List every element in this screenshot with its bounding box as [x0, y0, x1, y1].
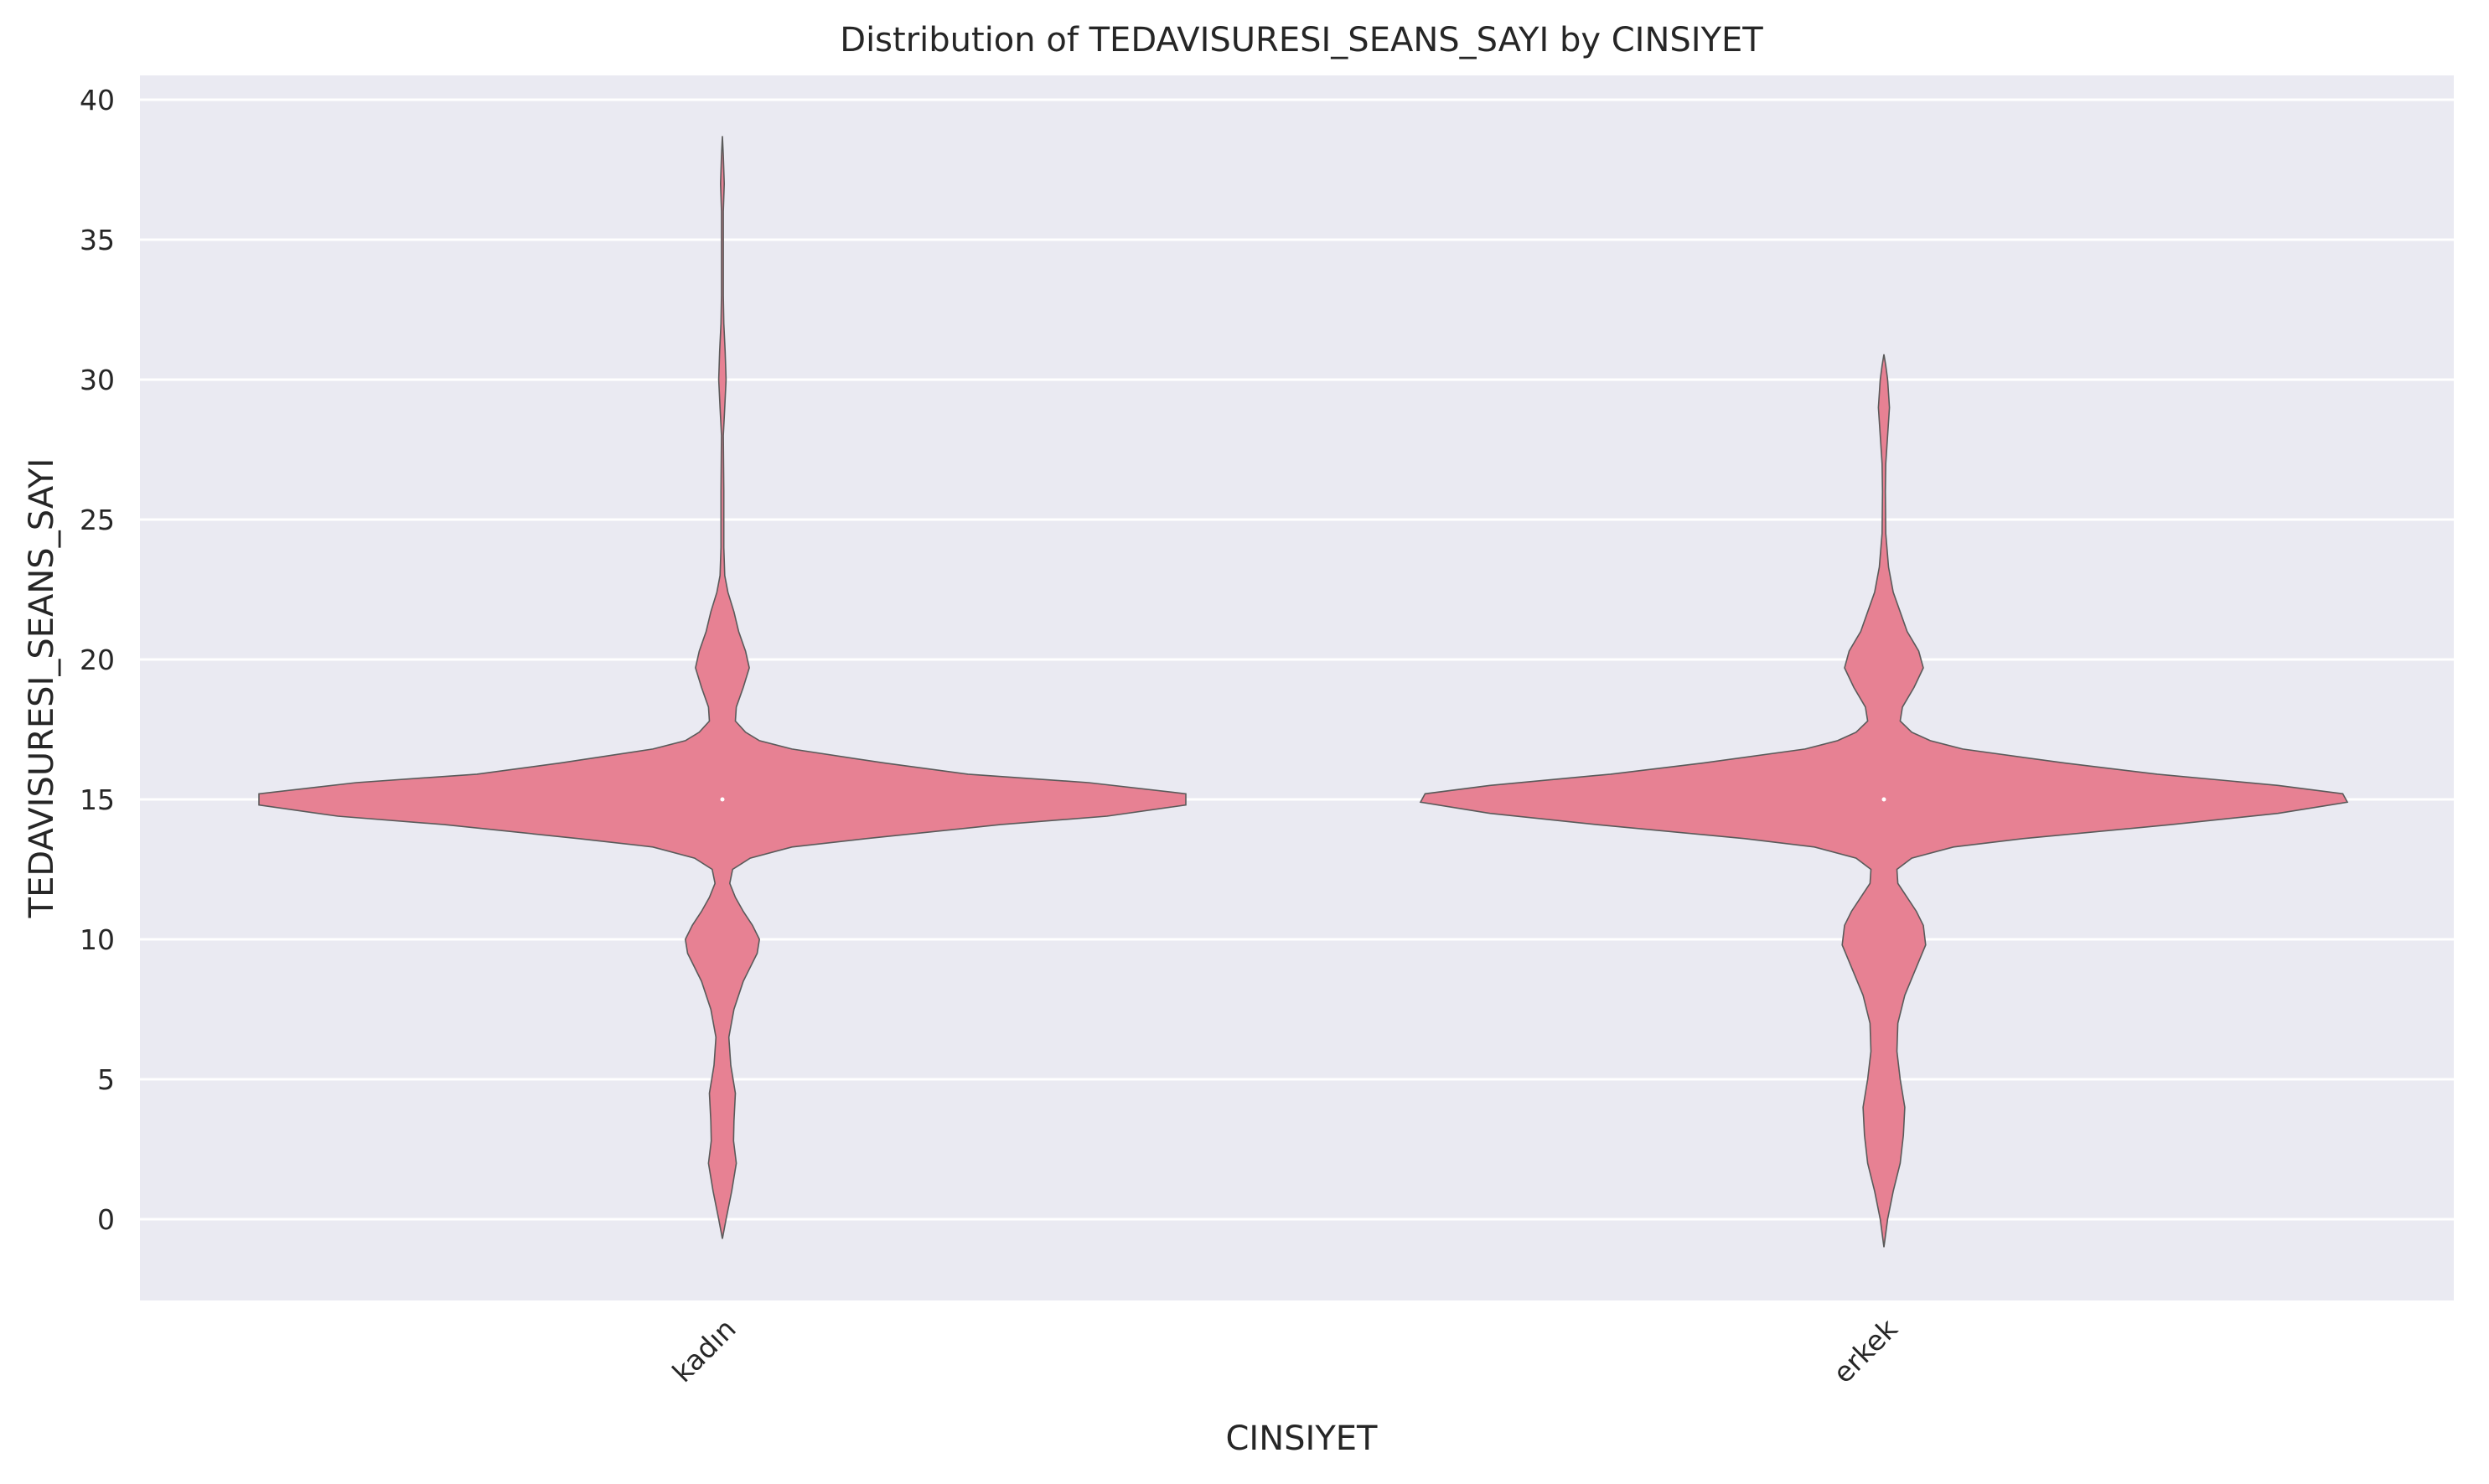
y-tick-label: 20: [80, 644, 115, 676]
plot-background: [140, 75, 2454, 1300]
y-tick-label: 35: [80, 224, 115, 256]
x-tick-label: kadın: [666, 1312, 743, 1388]
y-tick-label: 0: [97, 1203, 115, 1236]
y-tick-label: 30: [80, 364, 115, 396]
y-axis-label: TEDAVISURESI_SEANS_SAYI: [23, 458, 61, 919]
y-tick-label: 5: [97, 1063, 115, 1096]
x-tick-label: erkek: [1827, 1311, 1905, 1389]
violins: [258, 136, 2349, 1248]
median-marker: [1881, 797, 1886, 802]
y-tick-label: 40: [80, 84, 115, 116]
median-marker: [720, 797, 725, 802]
x-tick-labels: kadın erkek: [666, 1311, 1905, 1389]
x-axis-label: CINSIYET: [1226, 1419, 1379, 1458]
y-tick-label: 25: [80, 504, 115, 536]
chart-title: Distribution of TEDAVISURESI_SEANS_SAYI …: [840, 21, 1763, 59]
y-tick-label: 10: [80, 923, 115, 956]
y-tick-label: 15: [80, 783, 115, 816]
violin-kadin: [258, 136, 1187, 1239]
y-tick-labels: 0 5 10 15 20 25 30 35 40: [80, 84, 115, 1236]
